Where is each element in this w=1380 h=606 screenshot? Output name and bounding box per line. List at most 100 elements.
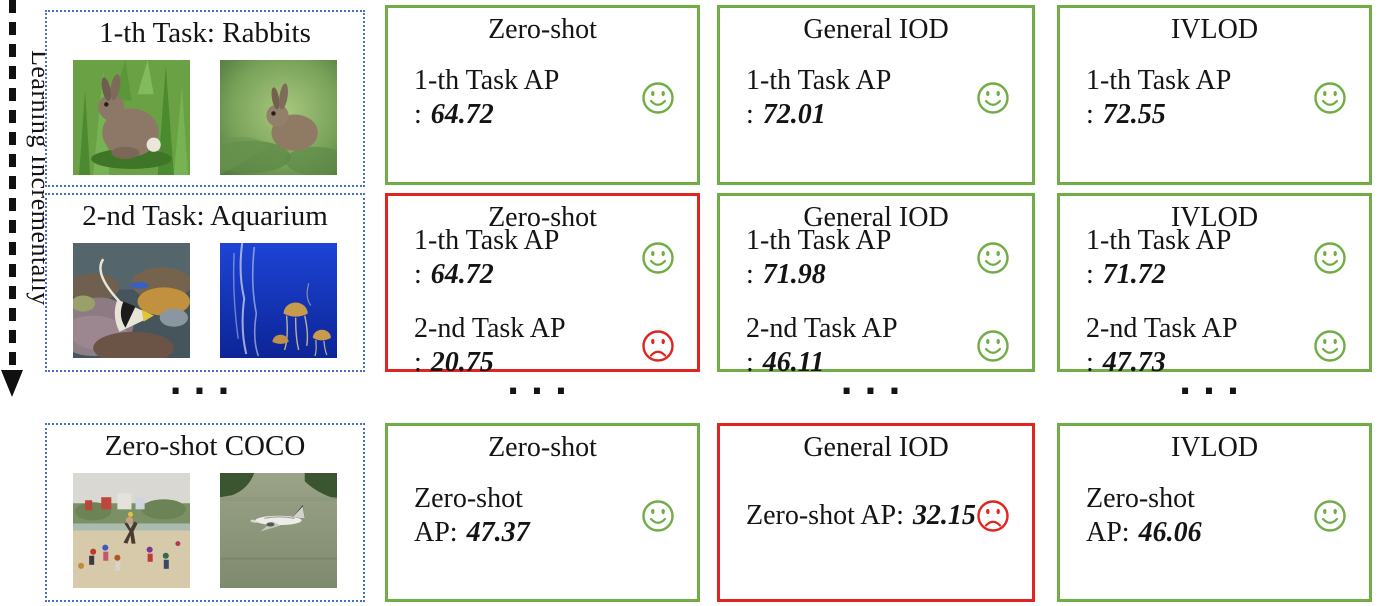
face-icon (1313, 241, 1347, 275)
ap-text: Zero-shot AP: 47.37 (414, 482, 641, 550)
sad-face-icon (977, 499, 1009, 532)
ap-value: 47.37 (466, 516, 530, 548)
happy-face-icon (977, 82, 1009, 114)
ap-label: Zero-shot AP: (746, 499, 904, 531)
face-icon (976, 329, 1010, 363)
ap-label: 1-th Task AP : (414, 65, 559, 130)
rabbit-sitting-in-grass-photo (73, 60, 190, 175)
ap-label: 1-th Task AP : (746, 224, 891, 290)
ap-label: 1-th Task AP : (746, 65, 891, 130)
ap-text: 2-nd Task AP :20.75 (414, 312, 641, 380)
happy-face-icon (1314, 82, 1346, 114)
ap-text: 2-nd Task AP :47.73 (1086, 312, 1313, 380)
ap-line: 1-th Task AP :71.72 (1060, 224, 1369, 292)
method-title: IVLOD (1170, 202, 1259, 233)
method-title: IVLOD (1170, 14, 1259, 45)
result-box-generaliod-after-task2: General IOD 1-th Task AP :71.98 2-nd Tas… (717, 193, 1035, 378)
result-box-zeroshot-coco: Zero-shot Zero-shot AP: 47.37 (385, 423, 700, 602)
incremental-learning-arrow (9, 0, 16, 372)
ap-line: 2-nd Task AP :46.11 (720, 312, 1032, 380)
result-box-ivlod-after-task2: IVLOD 1-th Task AP :71.72 2-nd Task AP :… (1057, 193, 1372, 378)
ellipsis-task-column: ... (169, 363, 241, 403)
face-icon (1313, 81, 1347, 115)
face-icon (976, 499, 1010, 533)
method-title: IVLOD (1170, 432, 1259, 463)
method-title: General IOD (803, 14, 949, 45)
ap-value: 71.72 (1102, 258, 1166, 290)
ap-label: 1-th Task AP : (1086, 65, 1231, 130)
task-title: Zero-shot COCO (104, 430, 306, 462)
result-box-ivlod-after-task1: IVLOD 1-th Task AP :72.55 (1057, 5, 1372, 185)
ap-value: 46.06 (1138, 516, 1202, 548)
task-box-zeroshot-coco: Zero-shot COCO (45, 423, 365, 602)
result-box-zeroshot-after-task2: Zero-shot 1-th Task AP :64.72 2-nd Task … (385, 193, 700, 378)
happy-face-icon (642, 82, 674, 114)
face-icon (641, 241, 675, 275)
ap-line: Zero-shot AP: 46.06 (1060, 482, 1369, 550)
happy-face-icon (1314, 499, 1346, 532)
jellyfish-in-deep-blue-water-photo (220, 243, 337, 358)
face-icon (641, 81, 675, 115)
result-box-zeroshot-after-task1: Zero-shot 1-th Task AP :64.72 (385, 5, 700, 185)
method-title: Zero-shot (488, 432, 597, 463)
face-icon (976, 241, 1010, 275)
face-icon (976, 81, 1010, 115)
result-box-generaliod-after-task1: General IOD 1-th Task AP :72.01 (717, 5, 1035, 185)
task-box-aquarium: 2-nd Task: Aquarium (45, 193, 365, 372)
ap-value: 20.75 (430, 346, 494, 378)
ap-text: 1-th Task AP :72.01 (746, 64, 976, 132)
ap-label: 2-nd Task AP : (746, 312, 897, 378)
sad-face-icon (642, 329, 674, 362)
ap-text: 1-th Task AP :64.72 (414, 224, 641, 292)
face-icon (1313, 499, 1347, 533)
ap-line: 1-th Task AP :72.55 (1060, 64, 1369, 132)
ap-value: 64.72 (430, 258, 494, 290)
task-title: 2-nd Task: Aquarium (82, 200, 328, 232)
ap-line: 1-th Task AP :72.01 (720, 64, 1032, 132)
task-box-rabbits: 1-th Task: Rabbits (45, 10, 365, 187)
ap-text: 2-nd Task AP :46.11 (746, 312, 976, 380)
ap-line: 1-th Task AP :64.72 (388, 64, 697, 132)
ap-line: Zero-shot AP: 47.37 (388, 482, 697, 550)
ap-label: 2-nd Task AP : (1086, 312, 1237, 378)
happy-face-icon (1314, 329, 1346, 362)
face-icon (1313, 329, 1347, 363)
rabbit-in-blurry-green-field-photo (220, 60, 337, 175)
ap-line: Zero-shot AP: 32.15 (720, 499, 1032, 533)
ap-line: 1-th Task AP :71.98 (720, 224, 1032, 292)
happy-face-icon (642, 241, 674, 274)
ap-value: 32.15 (912, 499, 976, 531)
happy-face-icon (977, 241, 1009, 274)
ap-text: 1-th Task AP :71.72 (1086, 224, 1313, 292)
ap-line: 2-nd Task AP :20.75 (388, 312, 697, 380)
airplane-flying-over-water-photo (220, 473, 337, 588)
ap-line: 2-nd Task AP :47.73 (1060, 312, 1369, 380)
method-title: Zero-shot (488, 14, 597, 45)
method-title: General IOD (803, 202, 949, 233)
result-box-generaliod-coco: General IOD Zero-shot AP: 32.15 (717, 423, 1035, 602)
happy-face-icon (1314, 241, 1346, 274)
ap-text: Zero-shot AP: 32.15 (746, 499, 976, 533)
ap-value: 47.73 (1102, 346, 1166, 378)
ap-value: 46.11 (762, 346, 825, 378)
face-icon (641, 499, 675, 533)
face-icon (641, 329, 675, 363)
happy-face-icon (642, 499, 674, 532)
happy-face-icon (977, 329, 1009, 362)
ap-line: 1-th Task AP :64.72 (388, 224, 697, 292)
ap-label: Zero-shot AP: (414, 482, 523, 548)
coral-reef-striped-fish-photo (73, 243, 190, 358)
ap-label: 2-nd Task AP : (414, 312, 565, 378)
method-title: Zero-shot (488, 202, 597, 233)
ap-value: 72.55 (1102, 99, 1166, 130)
ap-text: 1-th Task AP :71.98 (746, 224, 976, 292)
ap-label: 1-th Task AP : (414, 224, 559, 290)
ap-text: 1-th Task AP :64.72 (414, 64, 641, 132)
ap-value: 72.01 (762, 99, 826, 130)
task-title: 1-th Task: Rabbits (99, 17, 311, 49)
result-box-ivlod-coco: IVLOD Zero-shot AP: 46.06 (1057, 423, 1372, 602)
ap-label: 1-th Task AP : (1086, 224, 1231, 290)
beach-crowd-volleyball-photo (73, 473, 190, 588)
arrow-head-icon (1, 370, 23, 397)
